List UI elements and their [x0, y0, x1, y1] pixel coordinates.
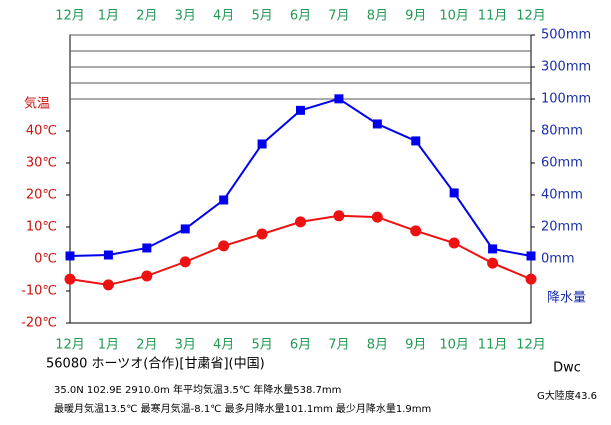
x-tick-label: 2月: [136, 338, 157, 353]
precip-marker: [296, 105, 305, 115]
x-tick-label-top: 11月: [478, 9, 508, 24]
precip-marker: [526, 251, 536, 261]
x-tick-label: 4月: [213, 338, 234, 353]
x-tick-label-top: 7月: [328, 9, 349, 24]
y-tick-label: 10℃: [26, 220, 57, 235]
precip-marker: [372, 119, 382, 129]
precip-marker: [180, 224, 190, 234]
precip-marker: [103, 250, 113, 260]
y2-tick-label: 60mm: [541, 156, 583, 171]
y-tick-label: 40℃: [26, 124, 57, 139]
temp-marker: [102, 279, 114, 291]
temp-marker: [256, 228, 268, 240]
y-tick-label: -20℃: [21, 316, 57, 331]
y-tick-label: 20℃: [26, 188, 57, 203]
x-tick-label-top: 12月: [55, 9, 85, 24]
temp-marker: [295, 216, 306, 228]
y2-tick-label: 300mm: [541, 60, 591, 75]
y-tick-label: -10℃: [21, 284, 57, 299]
y2-axis-title: 降水量: [547, 291, 586, 306]
x-tick-label-top: 5月: [251, 9, 272, 24]
x-tick-label: 12月: [516, 338, 546, 353]
y-tick-label: 0℃: [34, 252, 57, 267]
x-tick-label: 9月: [405, 338, 426, 353]
x-tick-label-top: 4月: [213, 9, 234, 24]
x-tick-label-top: 6月: [290, 9, 311, 24]
temp-marker: [410, 225, 422, 237]
y2-tick-label: 0mm: [541, 252, 575, 267]
series-line: [69, 97, 532, 257]
y2-tick-label: 80mm: [541, 124, 583, 139]
precip-marker: [65, 251, 75, 261]
temp-marker: [64, 273, 76, 285]
x-tick-label: 10月: [439, 338, 469, 353]
y-axis-title: 気温: [24, 96, 50, 112]
temp-marker: [141, 270, 153, 282]
temp-marker: [179, 256, 191, 268]
info-line-1: 35.0N 102.9E 2910.0m 年平均気温3.5℃ 年降水量538.7…: [54, 383, 341, 396]
info-line-2: 最暖月気温13.5℃ 最寒月気温-8.1℃ 最多月降水量101.1mm 最少月降…: [54, 402, 431, 415]
x-tick-label: 11月: [478, 338, 508, 353]
precip-marker: [219, 195, 229, 205]
precip-marker: [449, 188, 459, 198]
temp-marker: [218, 240, 230, 252]
temp-marker: [371, 211, 383, 223]
temp-marker: [448, 237, 460, 249]
climate-class: Dwc: [553, 361, 581, 376]
precip-marker: [142, 243, 152, 253]
x-tick-label-top: 8月: [367, 9, 388, 24]
y2-tick-label: 40mm: [541, 188, 583, 203]
x-tick-label-top: 1月: [98, 9, 119, 24]
x-tick-label-top: 9月: [405, 9, 426, 24]
temp-marker: [525, 273, 537, 285]
x-tick-label: 8月: [367, 338, 388, 353]
temp-marker: [333, 210, 345, 222]
precip-marker: [334, 94, 344, 104]
x-tick-label-top: 3月: [175, 9, 196, 24]
plot-frame: [69, 34, 532, 324]
x-tick-label: 7月: [328, 338, 349, 353]
y2-tick-label: 20mm: [541, 220, 583, 235]
precip-marker: [411, 136, 421, 146]
continentality: G大陸度43.6: [537, 389, 597, 402]
x-tick-label: 12月: [55, 338, 85, 353]
y2-tick-label: 500mm: [541, 28, 591, 43]
x-tick-label-top: 2月: [136, 9, 157, 24]
precip-marker: [257, 139, 267, 149]
x-tick-label: 3月: [175, 338, 196, 353]
x-tick-label-top: 12月: [516, 9, 546, 24]
precip-marker: [488, 244, 498, 254]
x-tick-label: 1月: [98, 338, 119, 353]
station: 56080 ホーツオ(合作)[甘粛省](中国): [46, 357, 265, 372]
y-tick-label: 30℃: [26, 156, 57, 171]
x-tick-label: 6月: [290, 338, 311, 353]
x-tick-label: 5月: [251, 338, 272, 353]
y2-tick-label: 100mm: [541, 92, 591, 107]
temp-marker: [487, 257, 499, 269]
x-tick-label-top: 10月: [439, 9, 469, 24]
